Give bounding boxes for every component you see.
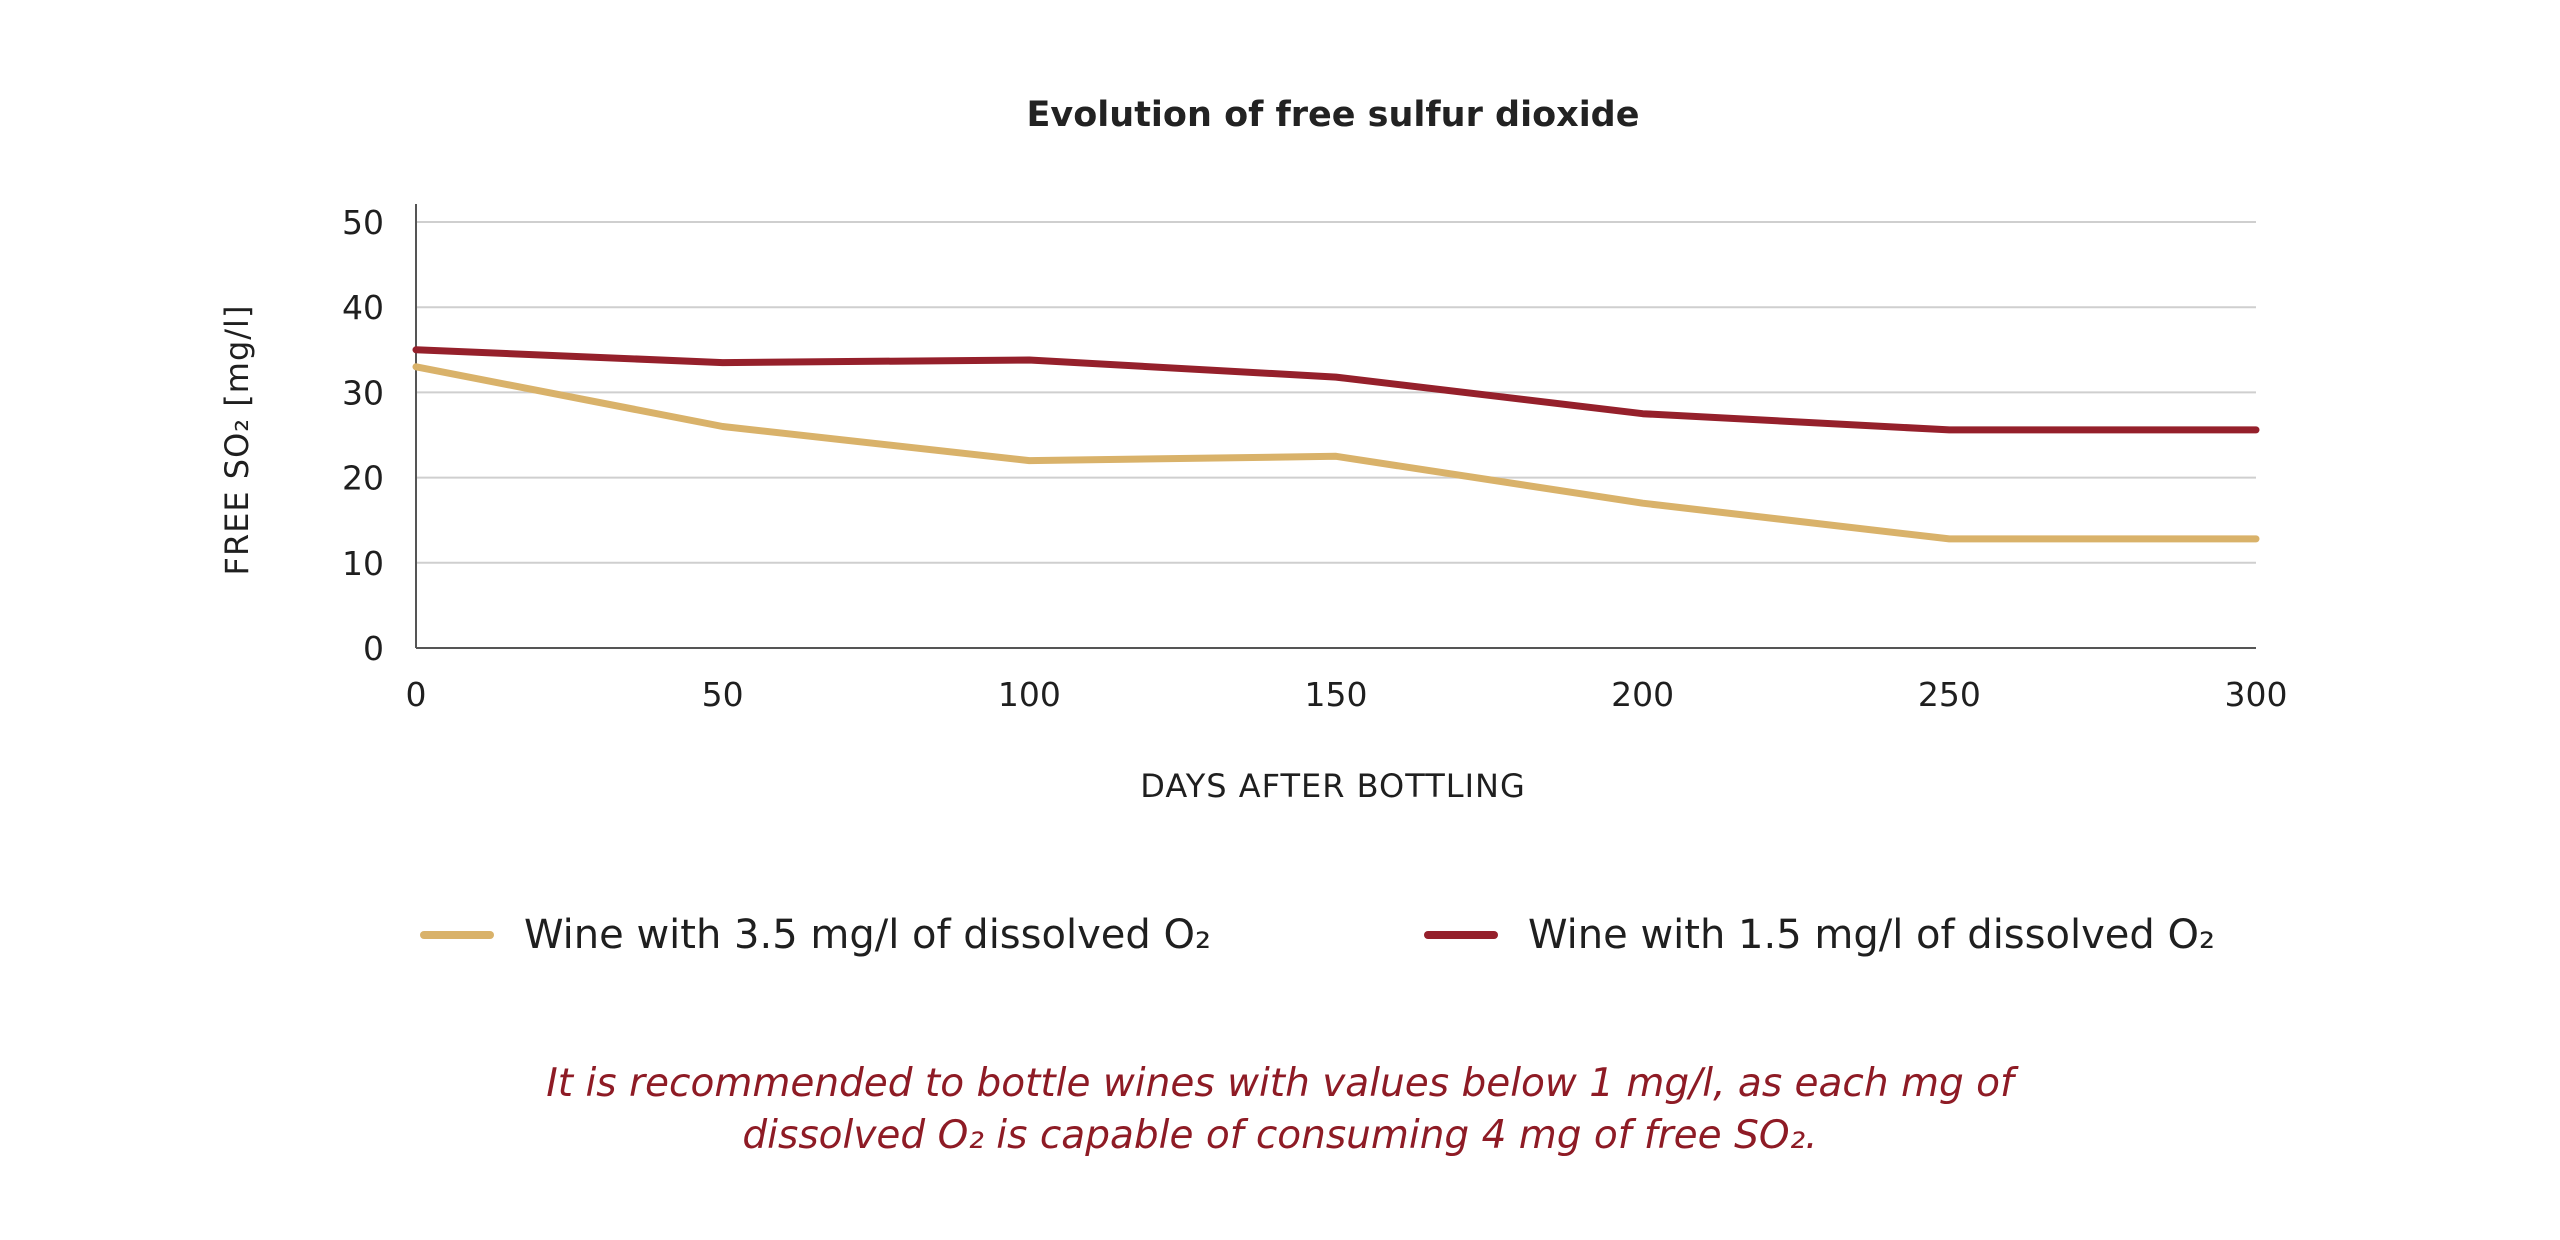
y-tick-label-20: 20 [342, 459, 384, 498]
x-tick-label-100: 100 [998, 675, 1061, 714]
x-tick-label-0: 0 [406, 675, 427, 714]
y-tick-label-0: 0 [363, 629, 384, 668]
y-tick-label-40: 40 [342, 288, 384, 327]
legend: Wine with 3.5 mg/l of dissolved O₂ Wine … [0, 905, 2560, 965]
series-line-1 [412, 363, 2260, 543]
gridlines [416, 221, 2256, 564]
note-line-1: It is recommended to bottle wines with v… [546, 1061, 2014, 1106]
legend-swatch-3-5 [420, 931, 494, 939]
x-axis-label: DAYS AFTER BOTTLING [1140, 767, 1526, 805]
x-tick-label-250: 250 [1918, 675, 1981, 714]
axes [415, 204, 2256, 649]
recommendation-note: It is recommended to bottle wines with v… [330, 1058, 2230, 1162]
y-tick-label-30: 30 [342, 373, 384, 412]
y-axis-label: FREE SO₂ [mg/l] [218, 305, 256, 576]
y-tick-label-10: 10 [342, 544, 384, 583]
x-tick-label-300: 300 [2225, 675, 2288, 714]
x-tick-label-200: 200 [1611, 675, 1674, 714]
y-tick-label-50: 50 [342, 203, 384, 242]
tick-labels: 0 10 20 30 40 50 0 50 100 150 200 250 300 [342, 203, 2288, 714]
chart-title: Evolution of free sulfur dioxide [1027, 95, 1640, 135]
legend-swatch-1-5 [1424, 931, 1498, 939]
legend-label-3-5: Wine with 3.5 mg/l of dissolved O₂ [524, 912, 1211, 958]
data-series [412, 346, 2260, 543]
legend-label-1-5: Wine with 1.5 mg/l of dissolved O₂ [1528, 912, 2215, 958]
x-tick-label-150: 150 [1305, 675, 1368, 714]
note-line-2: dissolved O₂ is capable of consuming 4 m… [742, 1113, 1818, 1158]
series-line-2 [412, 346, 2260, 434]
legend-item-3-5: Wine with 3.5 mg/l of dissolved O₂ [420, 905, 1211, 965]
x-tick-label-50: 50 [702, 675, 744, 714]
legend-item-1-5: Wine with 1.5 mg/l of dissolved O₂ [1424, 905, 2215, 965]
